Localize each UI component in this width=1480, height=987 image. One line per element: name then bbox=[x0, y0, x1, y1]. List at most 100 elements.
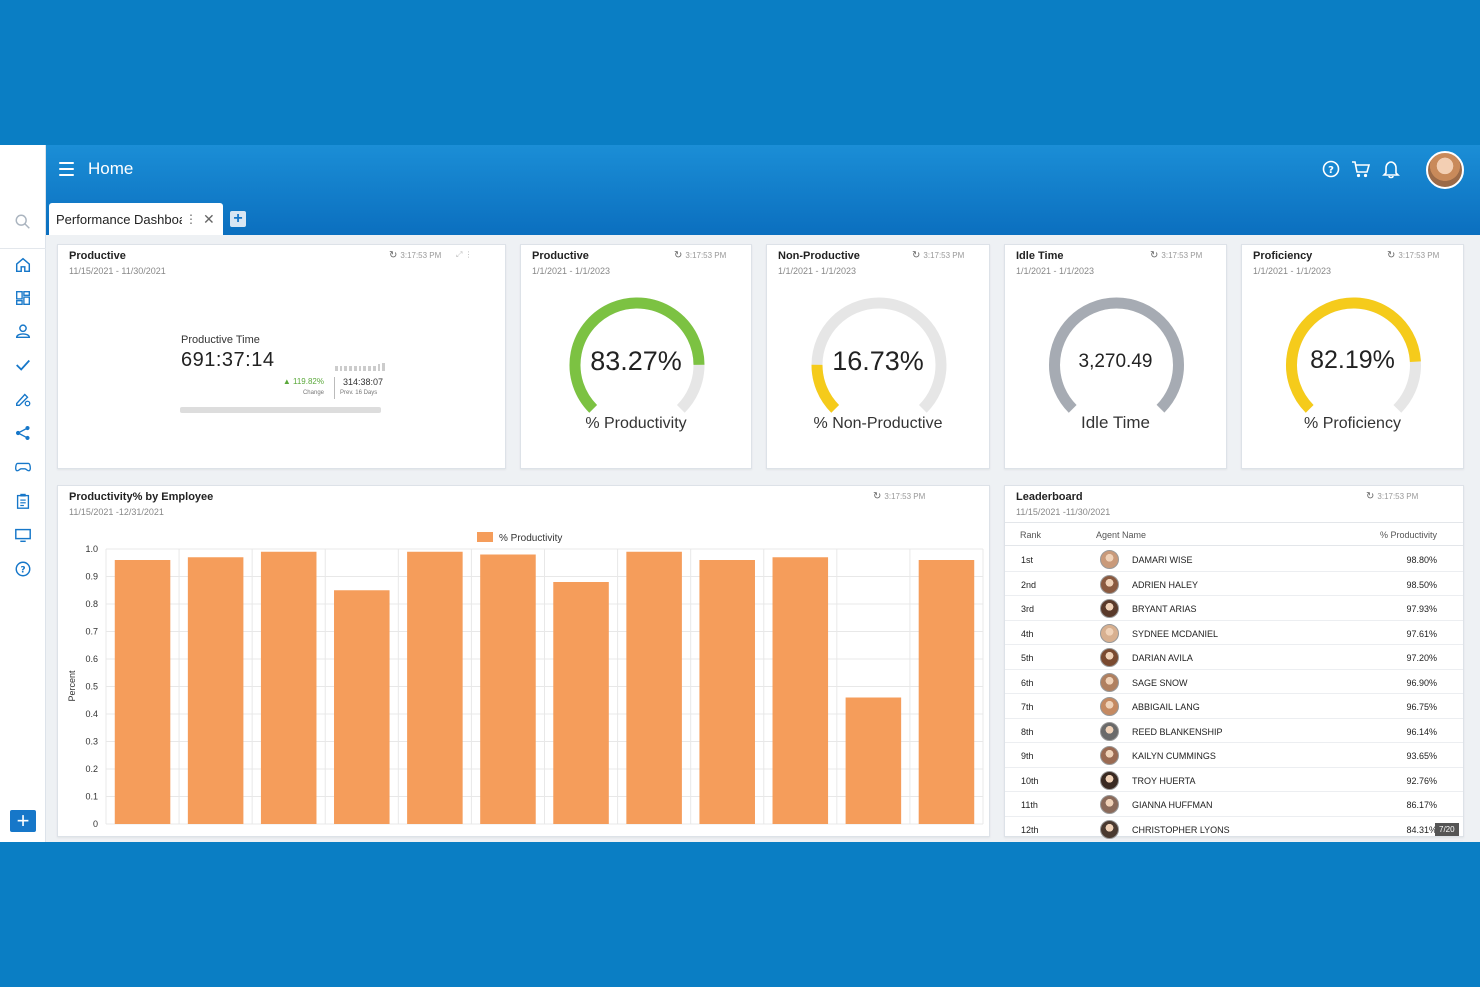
bar[interactable] bbox=[260, 551, 317, 824]
gauge-value: 83.27% bbox=[590, 346, 682, 376]
more-vertical-icon[interactable]: ⋮ bbox=[185, 212, 197, 226]
cart-icon[interactable] bbox=[1351, 159, 1371, 179]
gauge-fill bbox=[811, 364, 840, 413]
agent-name-cell: GIANNA HUFFMAN bbox=[1132, 800, 1213, 810]
close-icon[interactable]: ✕ bbox=[203, 210, 215, 227]
edit-icon[interactable] bbox=[13, 389, 33, 409]
card-timestamp[interactable]: ↻ 3:17:53 PM bbox=[912, 250, 965, 261]
table-row[interactable]: 3rd BRYANT ARIAS 97.93% bbox=[1005, 596, 1463, 621]
gamepad-icon[interactable] bbox=[13, 457, 33, 477]
app-window: ? + Home ? Performance Dashboard ⋮ ✕ + P… bbox=[0, 145, 1480, 842]
table-row[interactable]: 10th TROY HUERTA 92.76% bbox=[1005, 768, 1463, 792]
refresh-icon[interactable]: ↻ bbox=[674, 250, 683, 261]
add-button[interactable]: + bbox=[10, 810, 36, 832]
card-timestamp[interactable]: ↻ 3:17:53 PM bbox=[1366, 491, 1419, 502]
pagination-badge[interactable]: 7/20 bbox=[1435, 823, 1459, 836]
table-row[interactable]: 2nd ADRIEN HALEY 98.50% bbox=[1005, 572, 1463, 596]
bar[interactable] bbox=[114, 560, 171, 824]
card-timestamp[interactable]: ↻ 3:17:53 PM bbox=[1150, 250, 1203, 261]
column-header-agent[interactable]: Agent Name bbox=[1096, 530, 1147, 540]
avatar bbox=[1100, 574, 1119, 594]
sidebar-divider bbox=[0, 248, 46, 249]
productive-time-card: Productive 11/15/2021 - 11/30/2021 ↻ 3:17… bbox=[57, 244, 506, 469]
refresh-icon[interactable]: ↻ bbox=[912, 250, 921, 261]
monitor-icon[interactable] bbox=[13, 525, 33, 545]
refresh-icon[interactable]: ↻ bbox=[1150, 250, 1159, 261]
avatar bbox=[1100, 746, 1119, 765]
bar[interactable] bbox=[407, 551, 463, 824]
refresh-icon[interactable]: ↻ bbox=[389, 250, 398, 261]
card-timestamp[interactable]: ↻ 3:17:53 PM bbox=[674, 250, 727, 261]
hamburger-menu-icon[interactable] bbox=[59, 162, 74, 176]
table-row[interactable]: 6th SAGE SNOW 96.90% bbox=[1005, 670, 1463, 694]
search-icon[interactable] bbox=[13, 212, 33, 232]
y-tick-label: 0.2 bbox=[85, 764, 98, 774]
rank-cell: 12th bbox=[1021, 824, 1039, 835]
share-icon[interactable] bbox=[13, 423, 33, 443]
card-timestamp[interactable]: ↻ 3:17:53 PM bbox=[873, 491, 926, 502]
avatar bbox=[1100, 623, 1119, 643]
help-icon[interactable]: ? bbox=[1321, 159, 1341, 179]
bar[interactable] bbox=[334, 590, 390, 824]
y-tick-label: 0.7 bbox=[85, 627, 98, 637]
page-title: Home bbox=[88, 159, 134, 178]
tab-performance-dashboard[interactable]: Performance Dashboard ⋮ ✕ bbox=[49, 203, 223, 235]
table-row[interactable]: 8th REED BLANKENSHIP 96.14% bbox=[1005, 719, 1463, 743]
y-axis-label: Percent bbox=[67, 670, 77, 702]
bell-icon[interactable] bbox=[1381, 159, 1401, 179]
add-tab-button[interactable]: + bbox=[230, 211, 246, 227]
check-icon[interactable] bbox=[13, 355, 33, 375]
table-row[interactable]: 1st DAMARI WISE 98.80% bbox=[1005, 547, 1463, 572]
rank-cell: 11th bbox=[1021, 800, 1038, 810]
table-row[interactable]: 9th KAILYN CUMMINGS 93.65% bbox=[1005, 743, 1463, 768]
refresh-icon[interactable]: ↻ bbox=[873, 491, 882, 502]
svg-text:?: ? bbox=[1328, 165, 1334, 176]
card-timestamp[interactable]: ↻ 3:17:53 PM bbox=[389, 250, 442, 261]
avatar bbox=[1100, 795, 1119, 814]
avatar bbox=[1100, 721, 1119, 741]
clipboard-icon[interactable] bbox=[13, 491, 33, 511]
table-row[interactable]: 7th ABBIGAIL LANG 96.75% bbox=[1005, 694, 1463, 719]
bar[interactable] bbox=[480, 554, 536, 825]
card-title: Idle Time bbox=[1016, 250, 1064, 262]
user-icon[interactable] bbox=[13, 321, 33, 341]
table-row[interactable]: 5th DARIAN AVILA 97.20% bbox=[1005, 645, 1463, 670]
legend-swatch bbox=[477, 532, 493, 542]
productivity-chart-card: Productivity% by Employee 11/15/2021 -12… bbox=[57, 485, 990, 837]
gauge-label: Idle Time bbox=[1081, 413, 1150, 432]
y-tick-label: 0.5 bbox=[85, 682, 98, 692]
bar[interactable] bbox=[918, 560, 975, 824]
rank-cell: 2nd bbox=[1021, 579, 1037, 590]
bar-chart: % Productivity Percent 0 0.1 0.2 0.3 0.4 0.5 0… bbox=[67, 532, 984, 829]
card-date: 1/1/2021 - 1/1/2023 bbox=[532, 266, 611, 276]
y-tick-label: 0.9 bbox=[85, 572, 98, 582]
dashboard-icon[interactable] bbox=[13, 288, 33, 308]
column-header-rank[interactable]: Rank bbox=[1020, 530, 1042, 540]
gauge-fill bbox=[569, 297, 705, 413]
productivity-cell: 93.65% bbox=[1406, 751, 1437, 761]
table-row[interactable]: 11th GIANNA HUFFMAN 86.17% bbox=[1005, 792, 1463, 817]
prev-value: 314:38:07 bbox=[334, 377, 383, 399]
help-icon[interactable]: ? bbox=[13, 559, 33, 579]
refresh-icon[interactable]: ↻ bbox=[1366, 491, 1375, 502]
bar[interactable] bbox=[553, 582, 609, 824]
bar[interactable] bbox=[187, 557, 244, 824]
avatar[interactable] bbox=[1426, 151, 1464, 189]
card-timestamp[interactable]: ↻ 3:17:53 PM bbox=[1387, 250, 1440, 261]
productivity-cell: 97.61% bbox=[1406, 628, 1437, 639]
productivity-cell: 97.20% bbox=[1406, 653, 1437, 663]
rank-cell: 7th bbox=[1021, 702, 1034, 712]
bar[interactable] bbox=[772, 557, 829, 824]
refresh-icon[interactable]: ↻ bbox=[1387, 250, 1396, 261]
bar[interactable] bbox=[699, 560, 755, 824]
bar[interactable] bbox=[845, 697, 902, 825]
productivity-cell: 92.76% bbox=[1406, 775, 1437, 786]
column-header-productivity[interactable]: % Productivity bbox=[1379, 530, 1437, 540]
bar[interactable] bbox=[626, 551, 682, 824]
agent-name-cell: ABBIGAIL LANG bbox=[1132, 702, 1200, 712]
table-row[interactable]: 12th CHRISTOPHER LYONS 84.31% bbox=[1005, 817, 1463, 841]
table-row[interactable]: 4th SYDNEE MCDANIEL 97.61% bbox=[1005, 621, 1463, 645]
svg-text:?: ? bbox=[20, 566, 25, 576]
home-icon[interactable] bbox=[13, 255, 33, 275]
expand-icon[interactable]: ⤢ ⋮ bbox=[456, 250, 473, 259]
